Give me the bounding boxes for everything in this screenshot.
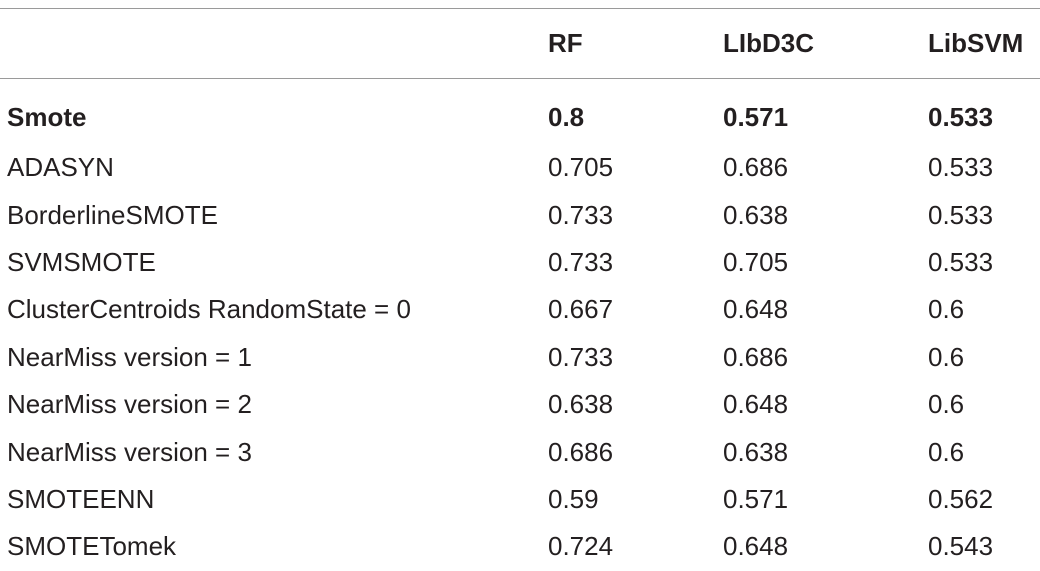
cell-method: ADASYN bbox=[7, 152, 114, 183]
cell-libsvm: 0.6 bbox=[928, 389, 965, 420]
cell-method: SMOTEENN bbox=[7, 483, 155, 514]
cell-libd3c: 0.686 bbox=[723, 152, 789, 183]
header-libsvm: LibSVM bbox=[928, 28, 1024, 58]
cell-method: NearMiss version = 1 bbox=[7, 341, 252, 372]
cell-libsvm: 0.6 bbox=[928, 294, 965, 325]
cell-method: SMOTETomek bbox=[7, 531, 177, 562]
table-body: Smote 0.8 0.571 0.533 ADASYN 0.705 0.686 0.533 B… bbox=[0, 78, 1040, 571]
table-header-row: RF LIbD3C LibSVM bbox=[0, 0, 1040, 78]
table-row: NearMiss version = 1 0.733 0.686 0.6 bbox=[0, 334, 1040, 381]
cell-libd3c: 0.648 bbox=[723, 531, 789, 562]
cell-libd3c: 0.686 bbox=[723, 341, 789, 372]
cell-libsvm: 0.562 bbox=[928, 483, 994, 514]
cell-method: Smote bbox=[7, 101, 87, 132]
cell-libd3c: 0.638 bbox=[723, 436, 789, 467]
table-row: SVMSMOTE 0.733 0.705 0.533 bbox=[0, 239, 1040, 286]
header-libd3c: LIbD3C bbox=[723, 28, 814, 58]
table-row: BorderlineSMOTE 0.733 0.638 0.533 bbox=[0, 191, 1040, 238]
table-row: NearMiss version = 2 0.638 0.648 0.6 bbox=[0, 381, 1040, 428]
cell-method: BorderlineSMOTE bbox=[7, 199, 218, 230]
cell-libsvm: 0.533 bbox=[928, 152, 994, 183]
cell-libd3c: 0.638 bbox=[723, 199, 789, 230]
cell-rf: 0.667 bbox=[548, 294, 614, 325]
cell-rf: 0.733 bbox=[548, 341, 614, 372]
cell-libsvm: 0.6 bbox=[928, 341, 965, 372]
cell-rf: 0.733 bbox=[548, 246, 614, 277]
table-row: Smote 0.8 0.571 0.533 bbox=[0, 78, 1040, 144]
cell-method: SVMSMOTE bbox=[7, 246, 156, 277]
table-top-rule bbox=[0, 8, 1040, 9]
cell-rf: 0.705 bbox=[548, 152, 614, 183]
cell-rf: 0.733 bbox=[548, 199, 614, 230]
cell-libsvm: 0.543 bbox=[928, 531, 994, 562]
cell-rf: 0.638 bbox=[548, 389, 614, 420]
table-header-rule bbox=[0, 78, 1040, 79]
cell-libsvm: 0.533 bbox=[928, 101, 994, 132]
header-rf: RF bbox=[548, 28, 583, 58]
cell-libsvm: 0.6 bbox=[928, 436, 965, 467]
table-row: SMOTEENN 0.59 0.571 0.562 bbox=[0, 476, 1040, 523]
cell-libsvm: 0.533 bbox=[928, 246, 994, 277]
cell-method: ClusterCentroids RandomState = 0 bbox=[7, 294, 411, 325]
cell-libd3c: 0.648 bbox=[723, 389, 789, 420]
cell-libd3c: 0.648 bbox=[723, 294, 789, 325]
table-row: ADASYN 0.705 0.686 0.533 bbox=[0, 144, 1040, 191]
cell-method: NearMiss version = 2 bbox=[7, 389, 252, 420]
cell-libd3c: 0.705 bbox=[723, 246, 789, 277]
table-row: ClusterCentroids RandomState = 0 0.667 0.6… bbox=[0, 286, 1040, 333]
table-row: NearMiss version = 3 0.686 0.638 0.6 bbox=[0, 428, 1040, 475]
cell-rf: 0.724 bbox=[548, 531, 614, 562]
cell-method: NearMiss version = 3 bbox=[7, 436, 252, 467]
cell-rf: 0.59 bbox=[548, 483, 599, 514]
cell-libsvm: 0.533 bbox=[928, 199, 994, 230]
header-method bbox=[0, 0, 548, 78]
table-row: SMOTETomek 0.724 0.648 0.543 bbox=[0, 523, 1040, 570]
cell-rf: 0.8 bbox=[548, 101, 585, 132]
cell-libd3c: 0.571 bbox=[723, 101, 789, 132]
results-table-container: RF LIbD3C LibSVM Smote 0.8 0.571 0.533 ADASY… bbox=[0, 8, 1040, 561]
cell-rf: 0.686 bbox=[548, 436, 614, 467]
cell-libd3c: 0.571 bbox=[723, 483, 789, 514]
